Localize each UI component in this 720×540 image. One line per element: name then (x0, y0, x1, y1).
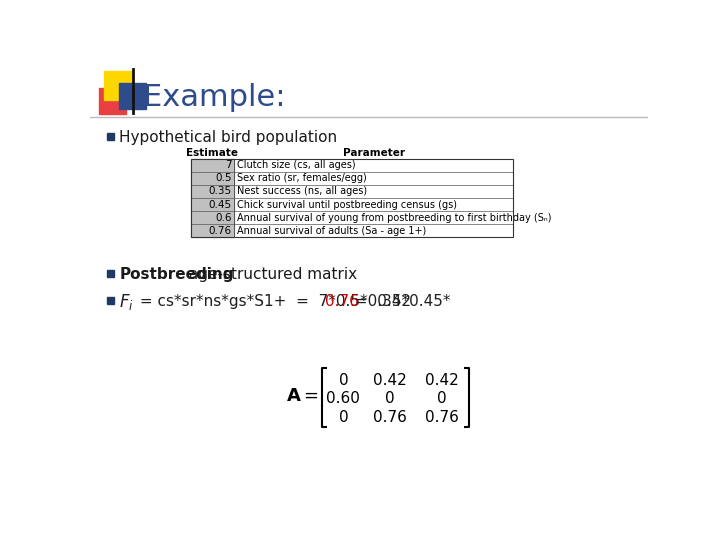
Text: 0.42: 0.42 (373, 373, 407, 388)
Text: Postbreeding: Postbreeding (120, 267, 234, 282)
Text: Annual survival of adults (Sa - age 1+): Annual survival of adults (Sa - age 1+) (238, 226, 426, 236)
Text: 0.42: 0.42 (425, 373, 459, 388)
Text: 0.35: 0.35 (209, 186, 232, 197)
Text: 0.76: 0.76 (209, 226, 232, 236)
Text: Example:: Example: (143, 83, 285, 112)
Text: Nest success (ns, all ages): Nest success (ns, all ages) (238, 186, 367, 197)
Bar (99, 88, 126, 114)
Text: Parameter: Parameter (343, 148, 405, 158)
Text: $\mathbf{A} =$: $\mathbf{A} =$ (286, 387, 319, 405)
Text: 0: 0 (437, 392, 446, 407)
Bar (104, 71, 133, 100)
Bar (191, 185, 234, 198)
Text: 0: 0 (385, 392, 395, 407)
Text: Clutch size (cs, all ages): Clutch size (cs, all ages) (238, 160, 356, 170)
Text: Estimate: Estimate (186, 148, 238, 158)
Bar (191, 159, 513, 237)
Text: 0: 0 (338, 410, 348, 425)
Text: 0.5: 0.5 (215, 173, 232, 184)
Text: =  0.42: = 0.42 (345, 294, 411, 309)
Bar (107, 298, 114, 304)
Bar (120, 83, 145, 110)
Text: Annual survival of young from postbreeding to first birthday (Sₙ): Annual survival of young from postbreedi… (238, 213, 552, 222)
Text: = cs*sr*ns*gs*S1+  =  7*0.5*0.35*0.45*: = cs*sr*ns*gs*S1+ = 7*0.5*0.35*0.45* (135, 294, 451, 309)
Text: Sex ratio (sr, females/egg): Sex ratio (sr, females/egg) (238, 173, 367, 184)
Bar (191, 172, 234, 185)
Bar (191, 159, 234, 172)
Text: 0.76: 0.76 (373, 410, 407, 425)
Bar (107, 133, 114, 140)
Text: $F_i$: $F_i$ (120, 292, 134, 312)
Text: 7: 7 (225, 160, 232, 170)
Bar (191, 198, 234, 211)
Text: 0.45: 0.45 (209, 200, 232, 210)
Bar (191, 224, 234, 237)
Bar (191, 211, 234, 224)
Text: 0.76: 0.76 (325, 294, 359, 309)
Text: Chick survival until postbreeding census (gs): Chick survival until postbreeding census… (238, 200, 457, 210)
Text: 0: 0 (338, 373, 348, 388)
Text: 0.6: 0.6 (215, 213, 232, 222)
Bar (107, 269, 114, 276)
Text: age-structured matrix: age-structured matrix (184, 267, 357, 282)
Text: 0.60: 0.60 (326, 392, 361, 407)
Text: Hypothetical bird population: Hypothetical bird population (120, 131, 338, 145)
Text: 0.76: 0.76 (425, 410, 459, 425)
